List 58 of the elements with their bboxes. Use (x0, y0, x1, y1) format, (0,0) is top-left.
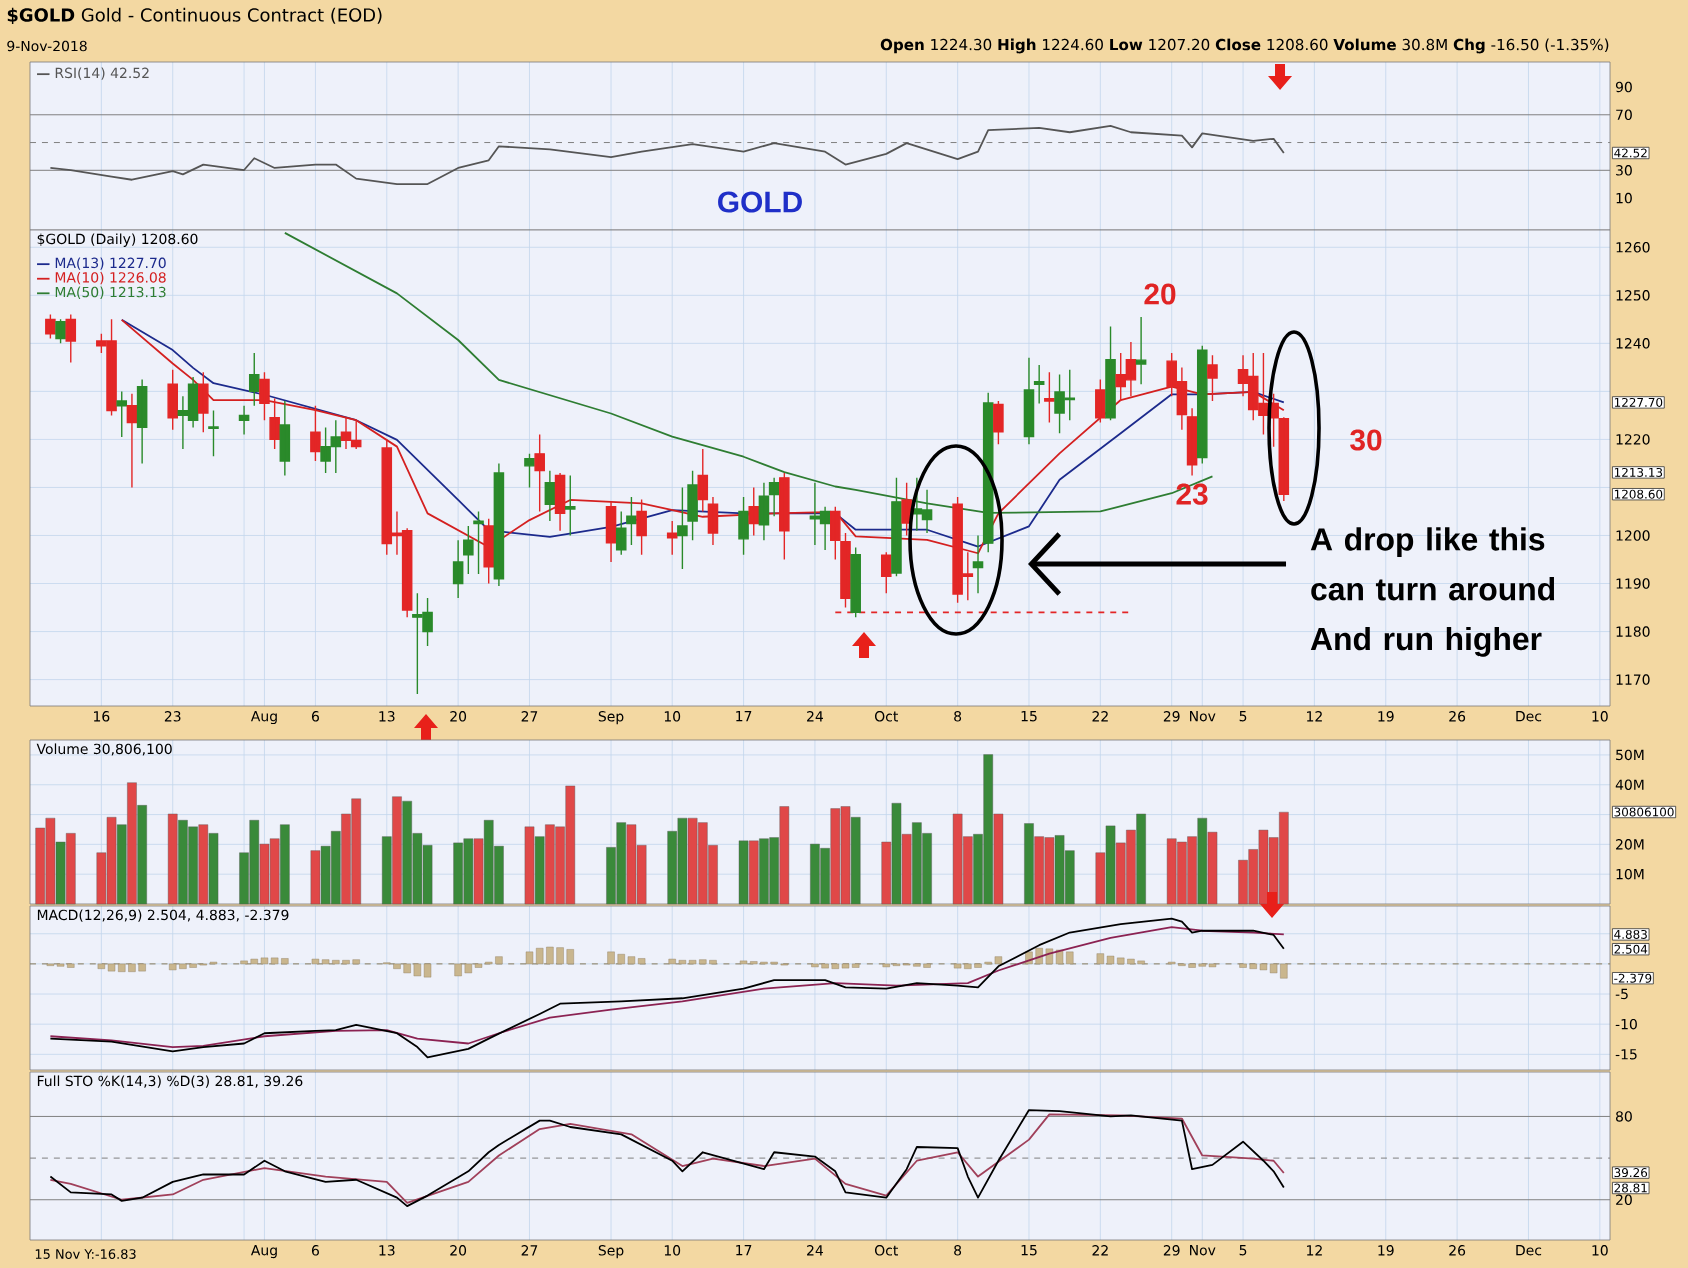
annotation: GOLD (718, 191, 802, 213)
chart-title: $GOLD Gold - Continuous Contract (EOD) (7, 7, 382, 25)
line-series (283, 231, 1214, 514)
candlestick (666, 520, 678, 556)
candlestick (452, 539, 464, 599)
candlestick (779, 472, 790, 561)
candlestick (126, 393, 138, 489)
candlestick (483, 517, 494, 585)
candlestick (55, 318, 66, 345)
candlestick (248, 352, 260, 407)
annotation: 20 (1144, 283, 1176, 305)
candlestick (1023, 357, 1035, 445)
candlestick (208, 409, 219, 457)
candlestick (524, 453, 535, 489)
candlestick (116, 390, 128, 438)
candlestick (626, 496, 637, 546)
candlestick (707, 496, 719, 546)
candlestick (473, 510, 484, 575)
candlestick (1033, 364, 1045, 405)
annotation: 30 (1350, 429, 1382, 451)
candlestick (1135, 316, 1147, 385)
candlestick (310, 405, 321, 462)
candlestick (65, 313, 77, 364)
candlestick (564, 474, 576, 537)
candlestick (198, 371, 209, 433)
candlestick (1105, 325, 1116, 421)
candlestick (993, 400, 1004, 445)
candlestick (463, 525, 474, 575)
line-series (49, 124, 1285, 185)
candlestick (1207, 354, 1218, 402)
candlestick (554, 472, 566, 532)
annotation: 23 (1176, 483, 1208, 505)
candlestick (758, 481, 770, 541)
candlestick (1044, 371, 1055, 424)
candlestick (880, 551, 892, 594)
candlestick (136, 378, 148, 465)
candlestick (1095, 378, 1106, 424)
candlestick (493, 462, 505, 587)
candlestick (279, 400, 291, 477)
candlestick (544, 469, 556, 522)
candlestick (636, 498, 647, 556)
annotation: A drop like this can turn around And run higher (1310, 527, 1555, 657)
candlestick (259, 371, 270, 421)
candlestick (269, 397, 280, 450)
candlestick (534, 433, 545, 513)
candlestick (167, 369, 178, 431)
candlestick (1196, 345, 1208, 465)
candlestick (697, 448, 709, 513)
candlestick (238, 405, 250, 436)
candlestick (748, 486, 760, 537)
candlestick (1186, 407, 1198, 477)
candlestick (738, 496, 749, 556)
candlestick (891, 477, 902, 578)
candlestick (972, 534, 984, 594)
candlestick (768, 477, 780, 517)
candlestick (850, 546, 861, 618)
candlestick (605, 501, 617, 563)
candlestick (615, 510, 627, 556)
